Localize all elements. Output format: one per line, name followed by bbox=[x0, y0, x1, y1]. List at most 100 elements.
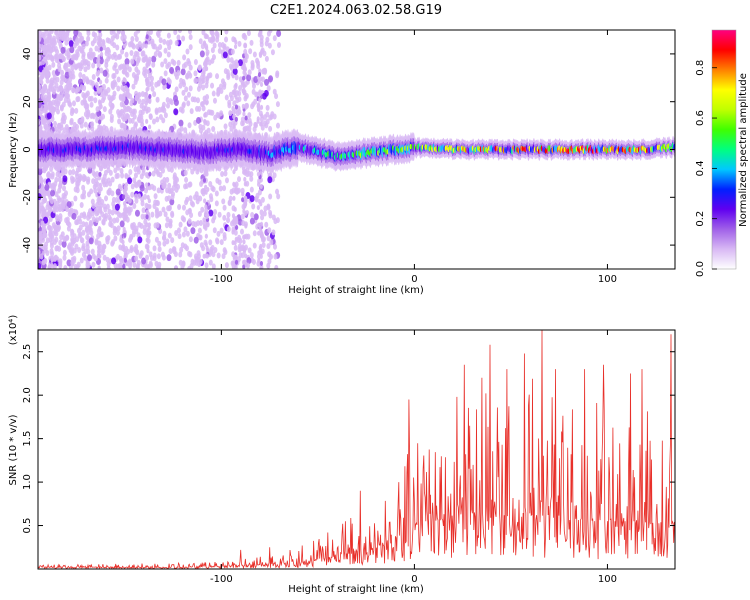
spectrogram-cell bbox=[208, 209, 214, 217]
spectrogram-cell bbox=[173, 180, 178, 187]
spectrogram-cell bbox=[143, 72, 148, 79]
spectrogram-cell bbox=[81, 176, 86, 183]
spectrogram-cell bbox=[116, 225, 121, 232]
spectrogram-cell bbox=[190, 201, 195, 208]
spectrogram-cell bbox=[145, 118, 149, 124]
spectrogram-cell bbox=[155, 96, 160, 103]
spectrogram-cell bbox=[212, 42, 217, 49]
spectrogram-cell bbox=[150, 40, 155, 47]
spectrogram-cell bbox=[55, 104, 60, 111]
spectrogram-xlabel: Height of straight line (km) bbox=[288, 285, 424, 296]
spectrogram-cell bbox=[226, 226, 231, 233]
spectrogram-cell bbox=[106, 189, 111, 196]
spectrogram-cell bbox=[253, 98, 258, 105]
spectrogram-cell bbox=[38, 92, 41, 99]
spectrogram-cell bbox=[91, 74, 96, 81]
spectrogram-cell bbox=[150, 211, 155, 218]
spectrogram-cell bbox=[212, 227, 217, 234]
spectrogram-cell bbox=[62, 114, 67, 121]
spectrogram-cell bbox=[228, 110, 233, 117]
spectrogram-cell bbox=[59, 86, 64, 93]
spectrogram-cell bbox=[148, 185, 152, 191]
spectrogram-cell bbox=[40, 93, 45, 100]
spectrogram-cell bbox=[116, 76, 121, 83]
spectrogram-cell bbox=[61, 240, 67, 248]
spectrogram-cell bbox=[54, 126, 59, 133]
spectrogram-cell bbox=[118, 64, 123, 71]
spectrogram-cell bbox=[46, 224, 51, 231]
spectrogram-cell bbox=[201, 245, 206, 252]
spectrogram-cell bbox=[185, 48, 190, 55]
spectrogram-cell bbox=[89, 101, 94, 108]
spectrogram-cell bbox=[62, 254, 67, 261]
spectrogram-cell bbox=[122, 216, 127, 222]
spectrogram-cell bbox=[173, 108, 179, 116]
spectrogram-cell bbox=[247, 247, 252, 254]
spectrogram-cell bbox=[98, 38, 102, 44]
spectrogram-cell bbox=[243, 176, 247, 182]
spectrogram-cell bbox=[122, 77, 126, 83]
spectrogram-cell bbox=[215, 237, 220, 244]
spectrogram-cell bbox=[181, 89, 186, 96]
spectrogram-cell bbox=[193, 77, 198, 84]
spectrogram-cell bbox=[62, 249, 67, 256]
spectrogram-cell bbox=[98, 226, 102, 232]
spectrogram-cell bbox=[61, 192, 66, 199]
spectrogram-cell bbox=[58, 180, 63, 187]
spectrogram-cell bbox=[145, 81, 149, 87]
spectrogram-cell bbox=[187, 208, 192, 215]
colorbar-tick-label: 0.0 bbox=[695, 261, 706, 277]
spectrogram-cell bbox=[57, 66, 62, 73]
spectrogram-cell bbox=[91, 178, 96, 185]
spectrogram-cell bbox=[60, 231, 65, 238]
spectrogram-cell bbox=[38, 82, 41, 89]
spectrogram-cell bbox=[57, 187, 62, 194]
spectrogram-cell bbox=[168, 248, 173, 255]
spectrogram-cell bbox=[213, 208, 218, 215]
spectrogram-cell bbox=[124, 197, 129, 203]
spectrogram-cell bbox=[266, 243, 271, 250]
spectrogram-cell bbox=[124, 51, 129, 58]
spectrogram-cell bbox=[205, 51, 209, 57]
spectrogram-cell bbox=[234, 104, 239, 110]
spectrogram-cell bbox=[49, 198, 54, 205]
spectrogram-cell bbox=[235, 110, 240, 117]
spectrogram-cell bbox=[258, 91, 262, 97]
spectrogram-cell bbox=[147, 222, 151, 228]
spectrogram-cell bbox=[259, 232, 263, 238]
spectrogram-cell bbox=[205, 214, 209, 220]
spectrogram-cell bbox=[56, 195, 61, 202]
spectrogram-cell bbox=[248, 48, 253, 55]
spectrogram-cell bbox=[219, 227, 224, 234]
spectrogram-cell bbox=[178, 119, 184, 127]
spectrogram-cell bbox=[48, 47, 53, 54]
spectrogram-cell bbox=[85, 244, 90, 251]
spectrogram-cell bbox=[204, 33, 208, 39]
spectrogram-cell bbox=[154, 236, 159, 243]
spectrogram-cell bbox=[137, 117, 142, 124]
spectrogram-cell bbox=[259, 76, 263, 82]
spectrogram-cell bbox=[122, 37, 126, 43]
spectrogram-cell bbox=[118, 255, 123, 262]
spectrogram-cell bbox=[252, 51, 257, 58]
spectrogram-cell bbox=[134, 209, 140, 217]
spectrogram-cell bbox=[170, 237, 175, 244]
spectrogram-cell bbox=[257, 181, 261, 187]
spectrogram-cell bbox=[113, 235, 118, 242]
spectrogram-cell bbox=[156, 253, 161, 260]
spectrogram-cell bbox=[92, 37, 97, 44]
spectrogram-cell bbox=[122, 194, 126, 200]
spectrogram-cell bbox=[139, 222, 144, 229]
spectrogram-cell bbox=[259, 243, 263, 249]
spectrogram-cell bbox=[205, 221, 210, 227]
spectrogram-cell bbox=[195, 194, 200, 201]
spectrogram-cell bbox=[220, 41, 225, 48]
spectrogram-cell bbox=[154, 107, 159, 114]
spectrogram-cell bbox=[157, 106, 162, 113]
spectrogram-cell bbox=[50, 184, 55, 191]
spectrogram-cell bbox=[208, 193, 213, 200]
spectrogram-cell bbox=[42, 232, 47, 239]
spectrogram-cell bbox=[123, 184, 127, 190]
spectrogram-cell bbox=[148, 99, 152, 105]
